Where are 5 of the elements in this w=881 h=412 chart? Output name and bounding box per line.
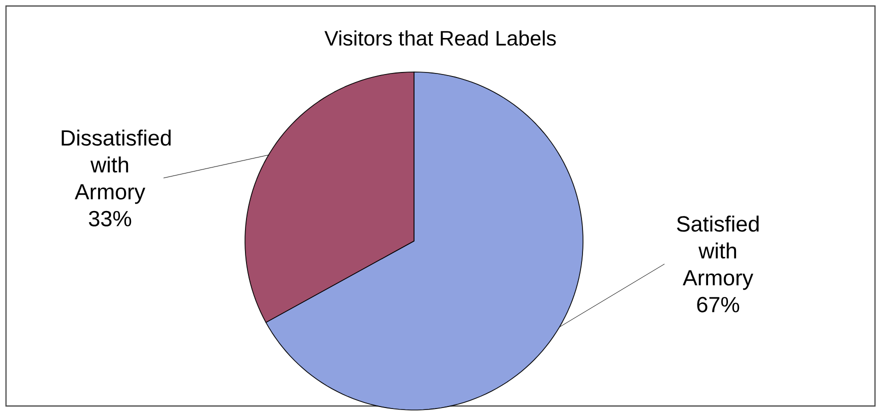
slice-label: Dissatisfied with Armory <box>62 130 171 204</box>
data-label: 67% <box>697 296 740 312</box>
chart-title: Visitors that Read Labels <box>324 30 556 46</box>
slice-label: Satisfied with Armory <box>676 216 759 290</box>
data-label: 33% <box>88 210 132 226</box>
